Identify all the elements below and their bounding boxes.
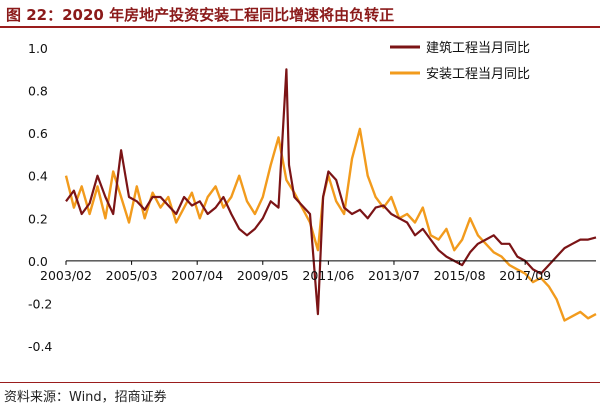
x-tick-label: 2005/03: [106, 268, 158, 283]
line-chart: 1.0 0.8 0.6 0.4 0.2 0.0 -0.2 -0.4 2003/02 2005/0…: [28, 40, 597, 354]
x-tick-label: 2009/05: [237, 268, 289, 283]
legend-label-construction: 建筑工程当月同比: [426, 40, 530, 56]
y-tick-label: 0.0: [28, 254, 48, 269]
y-tick-label: 0.4: [28, 169, 48, 184]
series-line-installation: [64, 127, 597, 322]
x-tick-labels: 2003/02 2005/03 2007/04 2009/05 2011/06 2013/…: [40, 260, 551, 283]
y-tick-label: -0.4: [28, 339, 52, 354]
y-tick-label: -0.2: [28, 296, 52, 311]
y-tick-label: 1.0: [28, 41, 48, 56]
y-tick-label: 0.6: [28, 126, 48, 141]
x-tick-label: 2017/09: [499, 268, 551, 283]
x-tick-label: 2007/04: [171, 268, 223, 283]
title-rule: [0, 26, 600, 28]
legend-label-installation: 安装工程当月同比: [426, 67, 530, 82]
x-tick-label: 2011/06: [302, 268, 354, 283]
footer-rule: [0, 382, 600, 383]
x-tick-label: 2013/07: [368, 268, 420, 283]
figure-title-bar: 图 22：2020 年房地产投资安装工程同比增速将由负转正: [0, 0, 600, 30]
y-tick-label: 0.8: [28, 84, 48, 99]
y-tick-label: 0.2: [28, 211, 48, 226]
y-tick-labels: 1.0 0.8 0.6 0.4 0.2 0.0 -0.2 -0.4: [28, 41, 52, 354]
series-line-construction: [65, 68, 597, 316]
x-tick-label: 2003/02: [40, 268, 92, 283]
figure-title: 图 22：2020 年房地产投资安装工程同比增速将由负转正: [6, 6, 395, 24]
source-note: 资料来源：Wind，招商证券: [4, 390, 167, 405]
x-tick-label: 2015/08: [434, 268, 486, 283]
series-layer: [64, 68, 597, 322]
